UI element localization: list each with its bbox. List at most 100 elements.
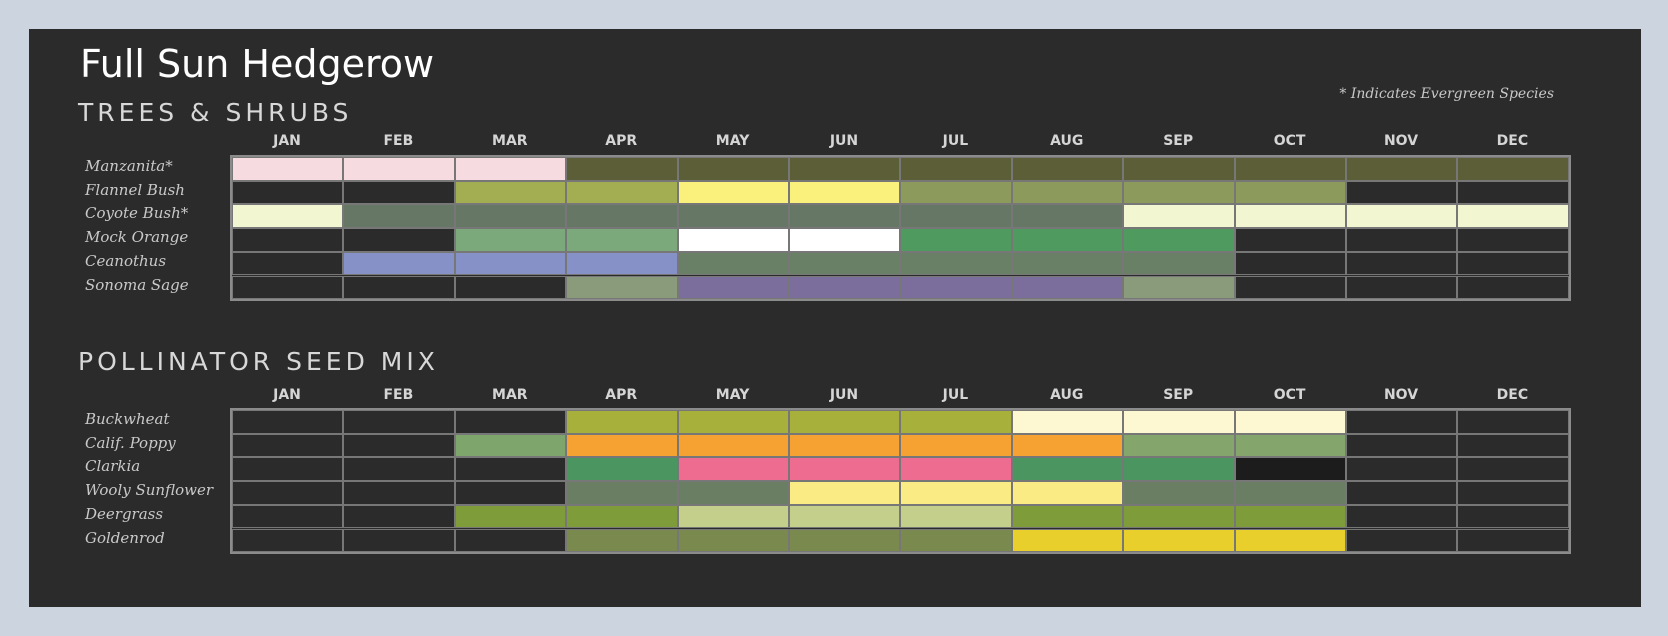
bloom-cell <box>1011 157 1124 181</box>
bloom-cell <box>789 157 901 181</box>
bloom-cell <box>232 481 344 505</box>
bloom-cell <box>1457 228 1569 252</box>
bloom-cell <box>1011 433 1124 458</box>
bloom-cell <box>1011 504 1124 529</box>
month-header-may: MAY <box>715 387 750 403</box>
month-header-feb: FEB <box>383 387 414 403</box>
bloom-cell <box>566 504 678 529</box>
bloom-cell <box>789 180 901 205</box>
bloom-cell <box>789 204 901 229</box>
month-header-apr: APR <box>605 133 638 149</box>
bloom-cell <box>677 180 789 205</box>
bloom-cell <box>1346 481 1458 505</box>
bloom-cell <box>454 251 567 276</box>
bloom-cell <box>343 251 455 276</box>
bloom-cell <box>677 504 789 529</box>
bloom-cell <box>1346 433 1458 458</box>
bloom-cell <box>343 410 455 434</box>
bloom-cell <box>900 228 1012 252</box>
bloom-cell <box>789 504 901 529</box>
bloom-cell <box>566 457 678 482</box>
bloom-cell <box>789 251 901 276</box>
month-header-dec: DEC <box>1496 387 1529 403</box>
month-header-jul: JUL <box>942 387 969 403</box>
bloom-cell <box>1234 228 1346 252</box>
bloom-cell <box>1234 275 1346 300</box>
bloom-cell <box>1123 528 1235 553</box>
month-header-nov: NOV <box>1383 133 1419 149</box>
bloom-cell <box>343 504 455 529</box>
bloom-cell <box>900 180 1012 205</box>
plant-label: Calif. Poppy <box>85 433 176 452</box>
bloom-cell <box>232 410 344 434</box>
bloom-cell <box>1011 275 1124 300</box>
bloom-cell <box>1123 504 1235 529</box>
bloom-cell <box>1346 528 1458 553</box>
bloom-cell <box>232 180 344 205</box>
bloom-cell <box>789 228 901 252</box>
bloom-cell <box>1457 481 1569 505</box>
bloom-cell <box>566 228 678 252</box>
bloom-cell <box>232 228 344 252</box>
bloom-cell <box>789 410 901 434</box>
bloom-cell <box>1457 251 1569 276</box>
bloom-cell <box>1234 481 1346 505</box>
bloom-cell <box>1234 157 1346 181</box>
bloom-cell <box>900 504 1012 529</box>
bloom-cell <box>1457 410 1569 434</box>
bloom-cell <box>900 433 1012 458</box>
bloom-cell <box>454 204 567 229</box>
bloom-cell <box>1346 410 1458 434</box>
bloom-cell <box>566 481 678 505</box>
bloom-cell <box>454 528 567 553</box>
bloom-cell <box>677 457 789 482</box>
bloom-cell <box>343 228 455 252</box>
bloom-cell <box>1123 410 1235 434</box>
bloom-cell <box>1234 433 1346 458</box>
bloom-cell <box>1457 504 1569 529</box>
bloom-cell <box>1457 204 1569 229</box>
month-header-sep: SEP <box>1163 387 1194 403</box>
plant-label: Coyote Bush* <box>85 204 189 223</box>
month-header-mar: MAR <box>492 387 528 403</box>
bloom-cell <box>1011 228 1124 252</box>
month-header-sep: SEP <box>1163 133 1194 149</box>
bloom-cell <box>1234 180 1346 205</box>
bloom-cell <box>677 251 789 276</box>
bloom-cell <box>232 433 344 458</box>
bloom-cell <box>789 457 901 482</box>
bloom-cell <box>1123 180 1235 205</box>
bloom-cell <box>232 157 344 181</box>
month-header-jun: JUN <box>829 387 859 403</box>
month-header-jan: JAN <box>273 387 301 403</box>
bloom-cell <box>1123 433 1235 458</box>
bloom-cell <box>1346 157 1458 181</box>
bloom-cell <box>1011 481 1124 505</box>
bloom-cell <box>789 275 901 300</box>
bloom-cell <box>454 504 567 529</box>
bloom-cell <box>1234 528 1346 553</box>
month-header-aug: AUG <box>1050 387 1084 403</box>
bloom-cell <box>343 157 455 181</box>
plant-label: Sonoma Sage <box>85 275 189 294</box>
bloom-cell <box>454 157 567 181</box>
plant-label: Deergrass <box>85 504 164 523</box>
bloom-cell <box>566 275 678 300</box>
section-1-bloom-grid <box>230 408 1571 554</box>
section-title-pollinator-seed-mix: POLLINATOR SEED MIX <box>78 347 439 376</box>
bloom-cell <box>1123 228 1235 252</box>
bloom-cell <box>232 528 344 553</box>
bloom-cell <box>1123 204 1235 229</box>
bloom-cell <box>232 457 344 482</box>
month-header-mar: MAR <box>492 133 528 149</box>
bloom-cell <box>1346 251 1458 276</box>
bloom-cell <box>454 275 567 300</box>
plant-label: Manzanita* <box>85 157 173 175</box>
bloom-cell <box>677 481 789 505</box>
bloom-cell <box>789 528 901 553</box>
bloom-cell <box>677 410 789 434</box>
section-title-trees-shrubs: TREES & SHRUBS <box>78 98 353 127</box>
bloom-cell <box>343 204 455 229</box>
month-header-oct: OCT <box>1273 387 1306 403</box>
bloom-cell <box>343 481 455 505</box>
